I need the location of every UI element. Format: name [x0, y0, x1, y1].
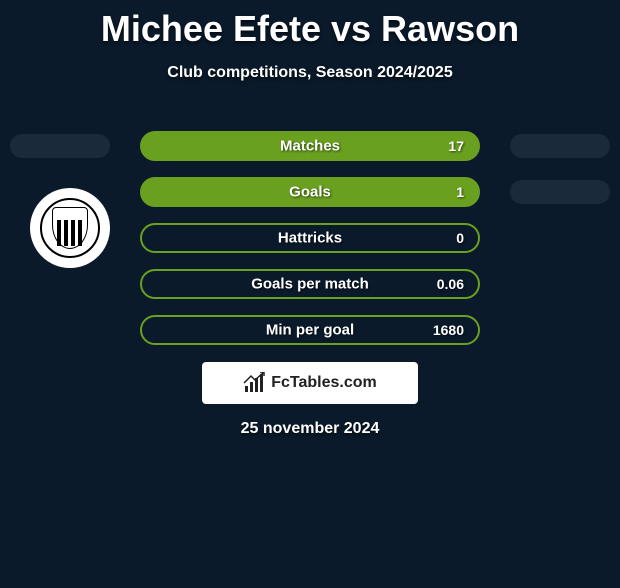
stat-row-matches: Matches 17 — [0, 128, 620, 174]
stat-bar: Goals per match 0.06 — [140, 269, 480, 299]
stat-label: Goals — [289, 184, 331, 201]
stat-value: 0.06 — [437, 276, 464, 292]
left-pill — [10, 134, 110, 158]
stat-bar: Goals 1 — [140, 177, 480, 207]
chart-icon — [243, 374, 265, 392]
brand-box[interactable]: FcTables.com — [202, 362, 418, 404]
shield-icon — [52, 207, 88, 249]
left-club-badge — [30, 188, 110, 268]
stat-label: Min per goal — [266, 322, 354, 339]
stat-row-gpm: Goals per match 0.06 — [0, 266, 620, 312]
club-badge-inner — [40, 198, 100, 258]
stat-value: 17 — [448, 138, 464, 154]
stat-value: 1 — [456, 184, 464, 200]
stat-label: Matches — [280, 138, 340, 155]
date-text: 25 november 2024 — [241, 420, 380, 438]
stat-value: 1680 — [433, 322, 464, 338]
stat-row-mpg: Min per goal 1680 — [0, 312, 620, 358]
right-pill — [510, 134, 610, 158]
right-pill — [510, 180, 610, 204]
stat-label: Hattricks — [278, 230, 342, 247]
stat-bar: Matches 17 — [140, 131, 480, 161]
subtitle: Club competitions, Season 2024/2025 — [0, 64, 620, 82]
stat-value: 0 — [456, 230, 464, 246]
stat-bar: Hattricks 0 — [140, 223, 480, 253]
page-title: Michee Efete vs Rawson — [0, 8, 620, 50]
stat-bar: Min per goal 1680 — [140, 315, 480, 345]
stat-label: Goals per match — [251, 276, 369, 293]
brand-text: FcTables.com — [271, 374, 377, 392]
